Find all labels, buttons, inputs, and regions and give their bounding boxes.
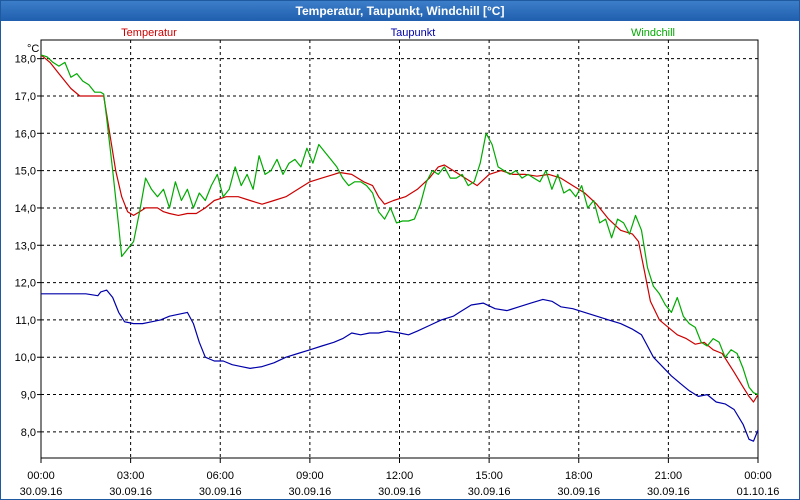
x-tick-date-label: 30.09.16 [288,486,331,498]
x-tick-date-label: 01.10.16 [737,486,780,498]
x-tick-date-label: 30.09.16 [557,486,600,498]
legend-entry-taupunkt: Taupunkt [391,27,436,39]
x-tick-time-label: 15:00 [475,470,503,482]
y-tick-label: 15,0 [15,166,36,178]
x-tick-date-label: 30.09.16 [109,486,152,498]
y-tick-label: 9,0 [21,390,36,402]
y-tick-label: 18,0 [15,54,36,66]
axes: 8,0 9,0 10,0 11,0 12,0 13,0 14,0 15,0 16,0 17,0 18… [15,43,780,498]
y-tick-label: 12,0 [15,278,36,290]
x-tick-time-label: 12:00 [386,470,414,482]
x-tick-time-label: 00:00 [744,470,772,482]
legend-entry-windchill: Windchill [631,27,675,39]
grid [41,40,758,458]
series-line-taupunkt [41,289,759,442]
x-tick-date-label: 30.09.16 [378,486,421,498]
series-line-temperatur [40,54,759,403]
x-tick-date-label: 30.09.16 [20,486,63,498]
legend: Temperatur Taupunkt Windchill [121,27,675,39]
series-line-windchill [40,54,759,396]
window-title: Temperatur, Taupunkt, Windchill [°C] [1,1,799,21]
y-tick-label: 14,0 [15,203,36,215]
y-tick-label: 11,0 [15,315,36,327]
x-tick-time-label: 18:00 [565,470,593,482]
x-tick-time-label: 06:00 [206,470,234,482]
y-tick-label: 16,0 [15,128,36,140]
y-axis-label: °C [27,43,39,55]
x-tick-time-label: 00:00 [27,470,55,482]
y-tick-label: 17,0 [15,91,36,103]
x-tick-date-label: 30.09.16 [647,486,690,498]
x-tick-date-label: 30.09.16 [199,486,242,498]
x-tick-date-label: 30.09.16 [468,486,511,498]
y-tick-label: 13,0 [15,240,36,252]
y-tick-label: 8,0 [21,427,36,439]
x-tick-time-label: 03:00 [117,470,145,482]
x-tick-time-label: 09:00 [296,470,324,482]
series-lines [40,54,759,442]
legend-entry-temperatur: Temperatur [121,27,177,39]
y-tick-label: 10,0 [15,352,36,364]
x-tick-time-label: 21:00 [655,470,683,482]
line-chart: 8,0 9,0 10,0 11,0 12,0 13,0 14,0 15,0 16,0 17,0 18… [15,27,780,498]
